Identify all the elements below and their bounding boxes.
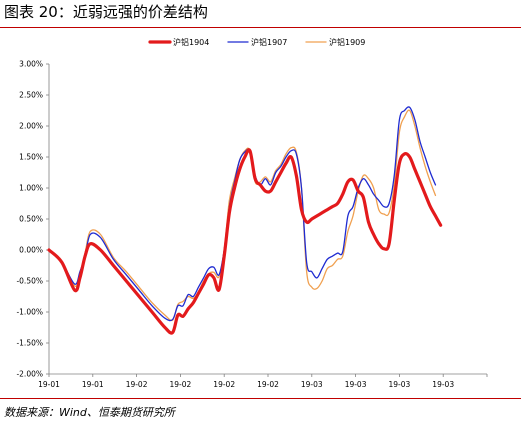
chart-axes: 3.00% 2.50% 2.00% 1.50% 1.00% 0.50% 0.00% -0.50… [16,60,488,389]
data-source-note: 数据来源：Wind、恒泰期货研究所 [4,406,175,419]
x-tick-label: 19-02 [213,380,235,389]
x-tick-label: 19-03 [301,380,323,389]
y-tick-label: -1.50% [16,339,43,348]
x-tick-label: 19-01 [38,380,60,389]
y-tick-label: -1.00% [16,308,43,317]
series-layer [47,106,443,335]
footer-divider [0,398,521,399]
x-tick-label: 19-02 [257,380,279,389]
y-tick-label: -0.50% [16,277,43,286]
chart-title: 图表 20：近弱远强的价差结构 [4,3,208,21]
x-tick-label: 19-03 [389,380,411,389]
x-tick-label: 19-01 [82,380,104,389]
x-tick-label: 19-03 [432,380,454,389]
y-tick-label: 0.00% [19,246,43,255]
price-spread-line-chart: 3.00% 2.50% 2.00% 1.50% 1.00% 0.50% 0.00% -0.50… [16,37,488,389]
y-tick-label: 2.50% [19,91,43,100]
series-line-3 [48,109,437,322]
legend-label: 沪铝1907 [251,37,287,47]
x-tick-label: 19-02 [126,380,148,389]
series-line-2 [48,106,437,322]
legend-label: 沪铝1904 [173,37,209,47]
y-tick-label: 0.50% [19,215,43,224]
x-tick-label: 19-03 [345,380,367,389]
legend-label: 沪铝1909 [329,37,365,47]
series-line-1 [47,148,443,335]
x-tick-label: 19-02 [170,380,192,389]
y-tick-label: 1.00% [19,184,43,193]
y-tick-label: 3.00% [19,60,43,69]
chart-legend: 沪铝1904 沪铝1907 沪铝1909 [148,37,365,47]
y-tick-label: -2.00% [16,370,43,379]
title-divider [0,27,521,28]
y-tick-label: 1.50% [19,153,43,162]
y-tick-label: 2.00% [19,122,43,131]
